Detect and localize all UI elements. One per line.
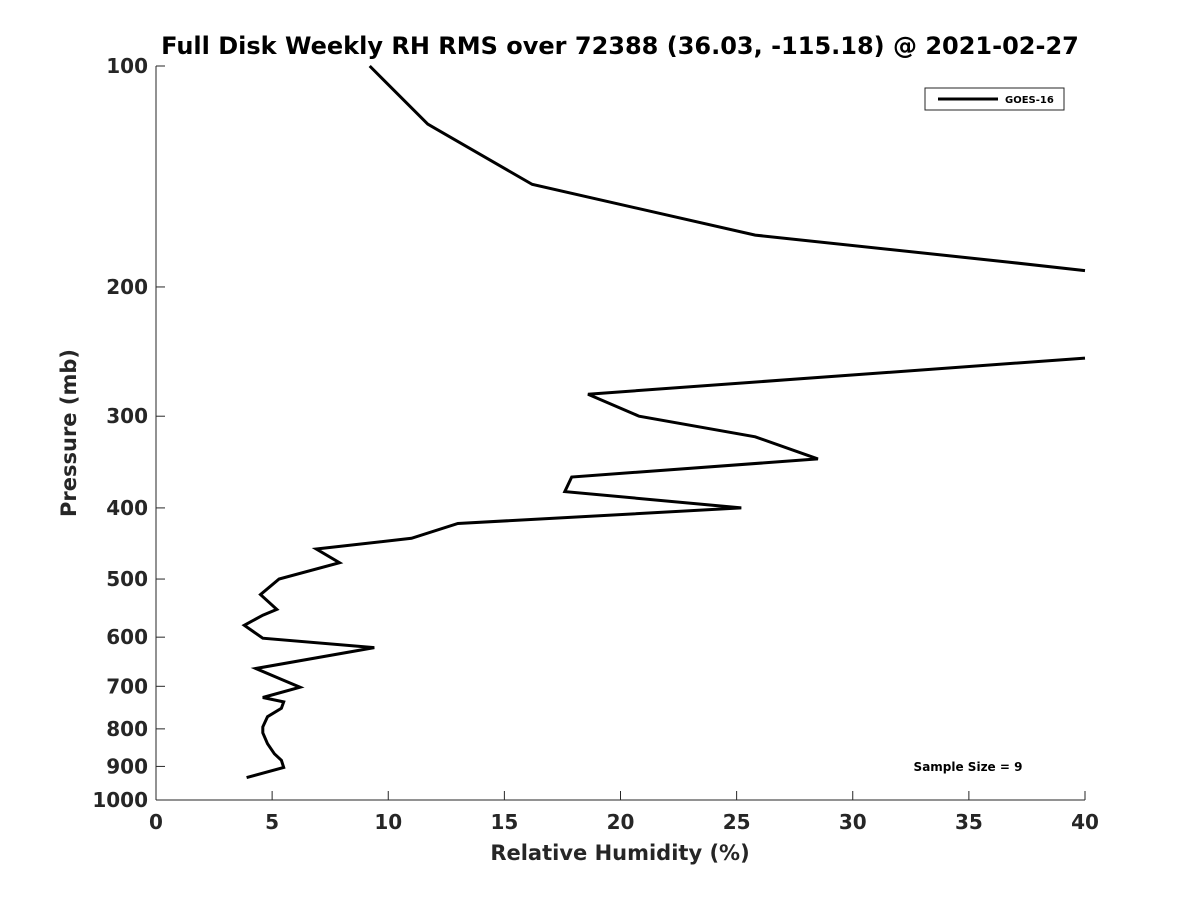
legend: GOES-16 <box>924 87 1065 111</box>
x-tick-label: 30 <box>839 810 867 834</box>
sample-size-annotation: Sample Size = 9 <box>914 760 1023 774</box>
x-tick-label: 10 <box>374 810 402 834</box>
y-axis-ticks: 100 200 300 400 500 600 700 800 900 1000 <box>92 54 165 812</box>
y-tick-label: 700 <box>106 674 148 698</box>
x-tick-label: 15 <box>490 810 518 834</box>
x-axis-label: Relative Humidity (%) <box>490 841 749 865</box>
series-line-goes16 <box>241 64 1086 780</box>
x-tick-label: 5 <box>265 810 279 834</box>
y-tick-label: 600 <box>106 625 148 649</box>
x-tick-label: 20 <box>607 810 635 834</box>
y-tick-label: 100 <box>106 54 148 78</box>
x-tick-label: 35 <box>955 810 983 834</box>
y-tick-label: 800 <box>106 717 148 741</box>
series-layer <box>241 64 1086 780</box>
x-axis-ticks: 0 5 10 15 20 25 30 35 40 <box>149 791 1099 834</box>
plot-area <box>156 66 1085 800</box>
y-tick-label: 1000 <box>92 788 148 812</box>
chart-title: Full Disk Weekly RH RMS over 72388 (36.0… <box>161 32 1079 60</box>
y-tick-label: 400 <box>106 496 148 520</box>
y-tick-label: 900 <box>106 754 148 778</box>
y-tick-label: 300 <box>106 404 148 428</box>
x-tick-label: 25 <box>723 810 751 834</box>
y-tick-label: 200 <box>106 275 148 299</box>
x-tick-label: 0 <box>149 810 163 834</box>
y-tick-label: 500 <box>106 567 148 591</box>
y-axis-label: Pressure (mb) <box>57 349 81 517</box>
legend-label-goes16: GOES-16 <box>1005 95 1054 106</box>
x-tick-label: 40 <box>1071 810 1099 834</box>
